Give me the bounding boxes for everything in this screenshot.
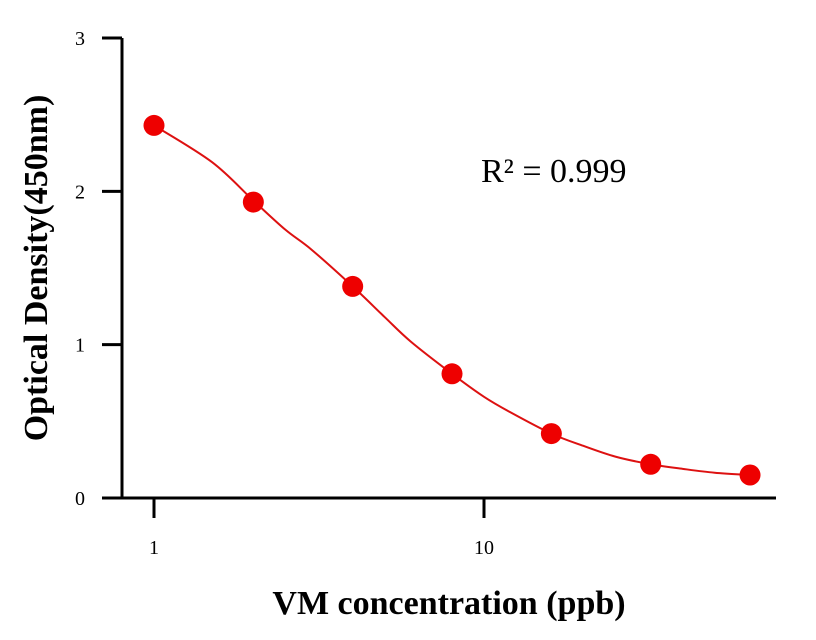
data-point (143, 114, 165, 136)
x-tick-label: 1 (149, 537, 159, 559)
data-point (342, 275, 364, 297)
r-squared-annotation: R² = 0.999 (481, 153, 627, 190)
data-point (540, 423, 562, 445)
y-tick-label: 2 (75, 181, 85, 203)
data-point (441, 363, 463, 385)
x-axis-title: VM concentration (ppb) (272, 585, 625, 622)
y-tick-label: 1 (75, 335, 85, 357)
y-tick-label: 3 (75, 28, 85, 50)
y-axis-title: Optical Density(450nm) (18, 95, 55, 442)
fit-curve-line (153, 124, 751, 476)
data-point (640, 453, 662, 475)
y-tick-label: 0 (75, 488, 85, 510)
fit-curve-layer (153, 124, 751, 476)
axes: 0 1 2 3 1 10 (75, 28, 776, 559)
data-point (242, 191, 264, 213)
data-point (739, 464, 761, 486)
data-points (143, 114, 761, 486)
labels: R² = 0.999 VM concentration (ppb) Optica… (18, 95, 627, 622)
x-tick-label: 10 (474, 537, 494, 559)
